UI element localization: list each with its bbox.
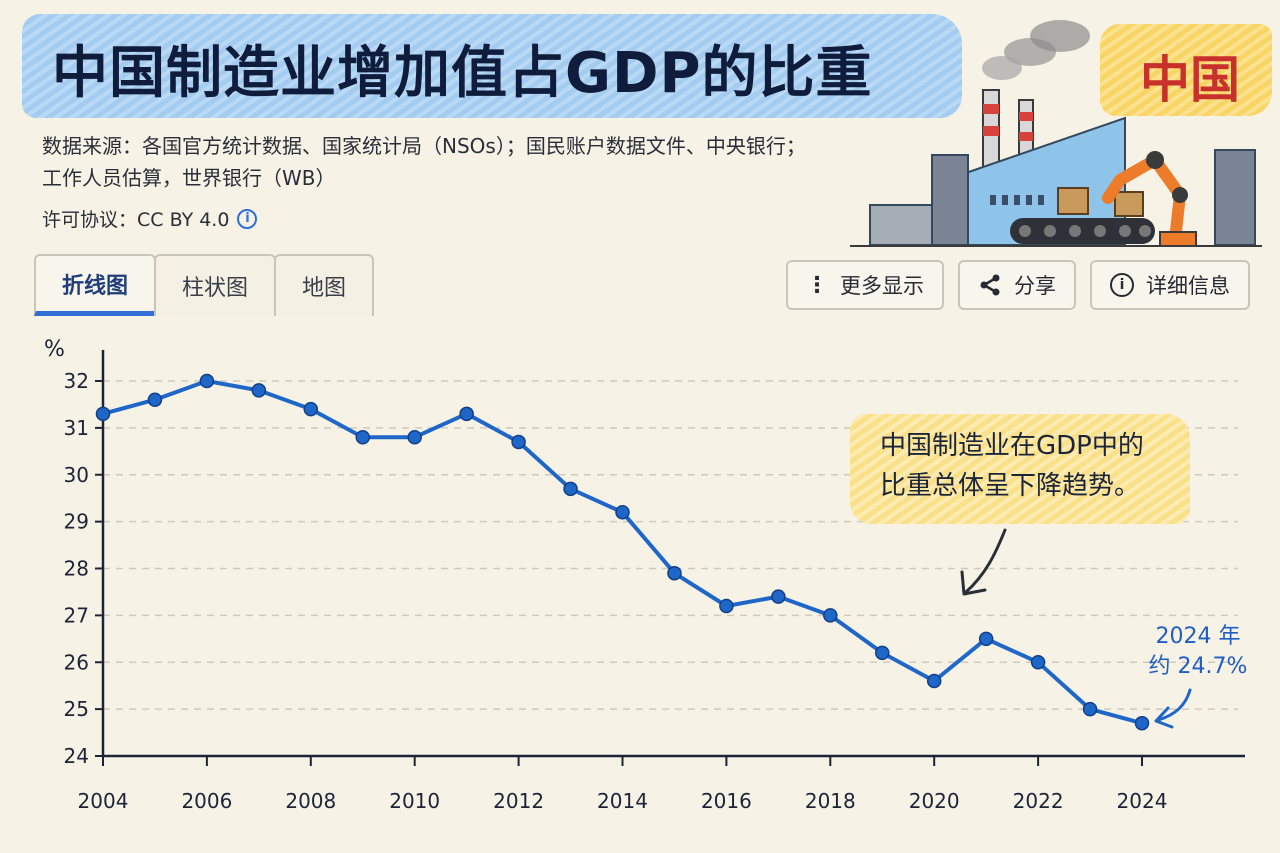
x-tick-label: 2010	[389, 789, 440, 813]
y-tick-label: 25	[64, 697, 89, 721]
x-axis-ticks: 2004 2006 2008 2010 2012 2014 2016 2018 2020 2022…	[78, 756, 1168, 813]
details-label: 详细信息	[1146, 274, 1230, 298]
x-tick-label: 2004	[78, 789, 129, 813]
y-tick-label: 24	[64, 744, 89, 768]
share-button[interactable]: 分享	[958, 260, 1076, 310]
annotation-highlight	[850, 414, 1190, 524]
y-tick-label: 28	[64, 557, 89, 581]
last-value-arrow-head	[1154, 706, 1174, 729]
more-vertical-icon: ⋮	[806, 272, 828, 298]
y-tick-label: 27	[64, 603, 89, 627]
data-points	[95, 373, 1150, 731]
chart-tabs: 折线图 柱状图 地图	[34, 254, 375, 316]
y-tick-label: 29	[64, 510, 89, 534]
x-tick-label: 2024	[1117, 789, 1168, 813]
x-tick-label: 2008	[285, 789, 336, 813]
info-icon[interactable]: i	[237, 208, 258, 229]
tab-bar-chart[interactable]: 柱状图	[154, 254, 277, 316]
share-label: 分享	[1014, 274, 1056, 298]
more-button[interactable]: ⋮ 更多显示	[786, 260, 944, 310]
annotation-line-2: 比重总体呈下降趋势。	[880, 471, 1141, 501]
data-point	[95, 406, 111, 422]
toolbar: ⋮ 更多显示 分享 i 详细信息	[786, 260, 1250, 310]
last-value-amount: 约 24.7%	[1148, 654, 1248, 679]
last-value-arrow	[1156, 688, 1192, 722]
y-tick-label: 26	[64, 650, 89, 674]
trend-arrow	[964, 528, 1007, 594]
x-tick-label: 2012	[493, 789, 544, 813]
data-point	[615, 505, 630, 520]
data-point	[1030, 655, 1046, 670]
data-point	[771, 589, 786, 604]
title-highlight	[22, 14, 962, 118]
x-tick-label: 2006	[181, 789, 232, 813]
data-point	[719, 598, 734, 614]
data-point	[823, 608, 838, 623]
data-point	[303, 401, 319, 417]
last-value-label: 2024 年 约 24.7%	[1128, 622, 1268, 682]
data-point	[459, 406, 474, 422]
data-point	[251, 383, 267, 398]
page-title: 中国制造业增加值占GDP的比重	[52, 41, 873, 106]
y-axis-ticks: 24 25 26 27 28 29 30 31 32	[64, 369, 103, 768]
tab-line-chart[interactable]: 折线图	[34, 254, 157, 316]
y-axis-unit: %	[44, 337, 65, 362]
x-tick-label: 2014	[597, 789, 648, 813]
info-icon: i	[1110, 273, 1134, 297]
data-point	[147, 392, 163, 407]
y-tick-label: 30	[64, 463, 89, 487]
data-point	[563, 481, 578, 497]
x-tick-label: 2018	[805, 789, 856, 813]
data-point	[667, 565, 682, 581]
country-label: 中国	[1140, 50, 1240, 109]
annotation-line-1: 中国制造业在GDP中的	[880, 431, 1144, 461]
more-label: 更多显示	[840, 274, 924, 298]
data-point	[407, 430, 422, 445]
y-tick-label: 31	[64, 416, 89, 440]
data-point	[875, 645, 890, 661]
license: 许可协议：CC BY 4.0 i	[42, 205, 258, 232]
tab-map[interactable]: 地图	[274, 254, 375, 316]
x-tick-label: 2020	[909, 789, 960, 813]
source-line-1: 数据来源：各国官方统计数据、国家统计局（NSOs）；国民账户数据文件、中央银行；	[42, 134, 806, 158]
x-tick-label: 2016	[701, 789, 752, 813]
data-point	[1134, 715, 1150, 731]
data-source: 数据来源：各国官方统计数据、国家统计局（NSOs）；国民账户数据文件、中央银行；…	[42, 130, 912, 194]
data-point	[926, 673, 942, 689]
country-highlight	[1100, 24, 1272, 116]
y-tick-label: 32	[64, 369, 89, 393]
data-point	[1082, 701, 1098, 717]
annotation-arrows	[960, 528, 1192, 729]
source-line-2: 工作人员估算，世界银行（WB）	[42, 166, 336, 190]
trend-annotation: 中国制造业在GDP中的 比重总体呈下降趋势。	[880, 426, 1180, 506]
data-point	[511, 434, 526, 450]
data-point	[199, 373, 215, 389]
trend-arrow-head	[960, 570, 987, 596]
details-button[interactable]: i 详细信息	[1090, 260, 1250, 310]
last-value-year: 2024 年	[1155, 624, 1241, 649]
license-text: 许可协议：CC BY 4.0	[42, 209, 230, 231]
x-tick-label: 2022	[1013, 789, 1064, 813]
share-icon	[980, 274, 1000, 296]
data-point	[978, 631, 994, 647]
data-point	[355, 430, 370, 445]
